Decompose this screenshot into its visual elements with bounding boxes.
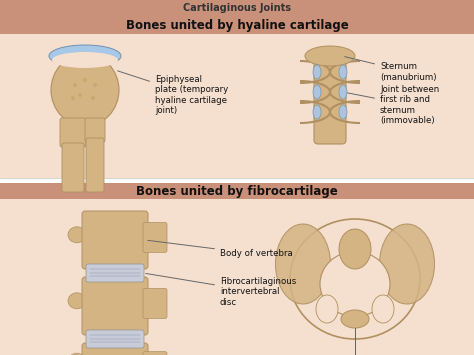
FancyBboxPatch shape — [82, 277, 148, 335]
FancyBboxPatch shape — [0, 183, 474, 199]
Text: Bones united by hyaline cartilage: Bones united by hyaline cartilage — [126, 20, 348, 33]
Text: Epiphyseal
plate (temporary
hyaline cartilage
joint): Epiphyseal plate (temporary hyaline cart… — [118, 71, 228, 115]
Ellipse shape — [339, 229, 371, 269]
Text: Bones united by fibrocartilage: Bones united by fibrocartilage — [136, 185, 338, 197]
FancyBboxPatch shape — [62, 143, 84, 192]
Text: Fibrocartilaginous
intervertebral
disc: Fibrocartilaginous intervertebral disc — [146, 273, 296, 307]
Ellipse shape — [275, 224, 330, 304]
Ellipse shape — [305, 46, 355, 66]
Text: Hyaline cartilage: Hyaline cartilage — [0, 354, 1, 355]
Ellipse shape — [93, 83, 97, 87]
Ellipse shape — [320, 251, 390, 317]
FancyBboxPatch shape — [86, 264, 144, 282]
Ellipse shape — [78, 93, 82, 97]
Text: Joint between
first rib and
sternum
(immovable): Joint between first rib and sternum (imm… — [346, 85, 439, 125]
FancyBboxPatch shape — [0, 18, 474, 34]
Ellipse shape — [49, 45, 121, 67]
Ellipse shape — [73, 83, 77, 87]
Text: Cartilaginous Joints: Cartilaginous Joints — [183, 3, 291, 13]
FancyBboxPatch shape — [0, 18, 474, 178]
FancyBboxPatch shape — [143, 288, 167, 318]
Ellipse shape — [313, 85, 321, 99]
FancyBboxPatch shape — [86, 138, 104, 192]
Ellipse shape — [316, 295, 338, 323]
FancyBboxPatch shape — [0, 183, 474, 355]
Ellipse shape — [91, 96, 95, 100]
FancyBboxPatch shape — [82, 343, 148, 355]
Ellipse shape — [68, 227, 86, 243]
Ellipse shape — [71, 96, 75, 100]
Ellipse shape — [380, 224, 435, 304]
FancyBboxPatch shape — [60, 118, 86, 147]
Ellipse shape — [83, 78, 87, 82]
Ellipse shape — [339, 85, 347, 99]
FancyBboxPatch shape — [143, 222, 167, 252]
Ellipse shape — [52, 52, 118, 68]
Ellipse shape — [51, 54, 119, 126]
Text: Body of vertebra: Body of vertebra — [148, 240, 293, 258]
Ellipse shape — [313, 105, 321, 119]
Ellipse shape — [341, 310, 369, 328]
Ellipse shape — [68, 353, 86, 355]
Ellipse shape — [144, 353, 162, 355]
FancyBboxPatch shape — [143, 351, 167, 355]
Ellipse shape — [339, 105, 347, 119]
FancyBboxPatch shape — [82, 211, 148, 269]
Text: Sternum
(manubrium): Sternum (manubrium) — [345, 57, 437, 82]
FancyBboxPatch shape — [314, 56, 346, 144]
FancyBboxPatch shape — [86, 330, 144, 348]
Ellipse shape — [313, 65, 321, 79]
Ellipse shape — [339, 65, 347, 79]
FancyBboxPatch shape — [0, 0, 474, 18]
FancyBboxPatch shape — [85, 118, 105, 142]
Ellipse shape — [144, 293, 162, 309]
Ellipse shape — [372, 295, 394, 323]
Ellipse shape — [68, 293, 86, 309]
Ellipse shape — [144, 227, 162, 243]
